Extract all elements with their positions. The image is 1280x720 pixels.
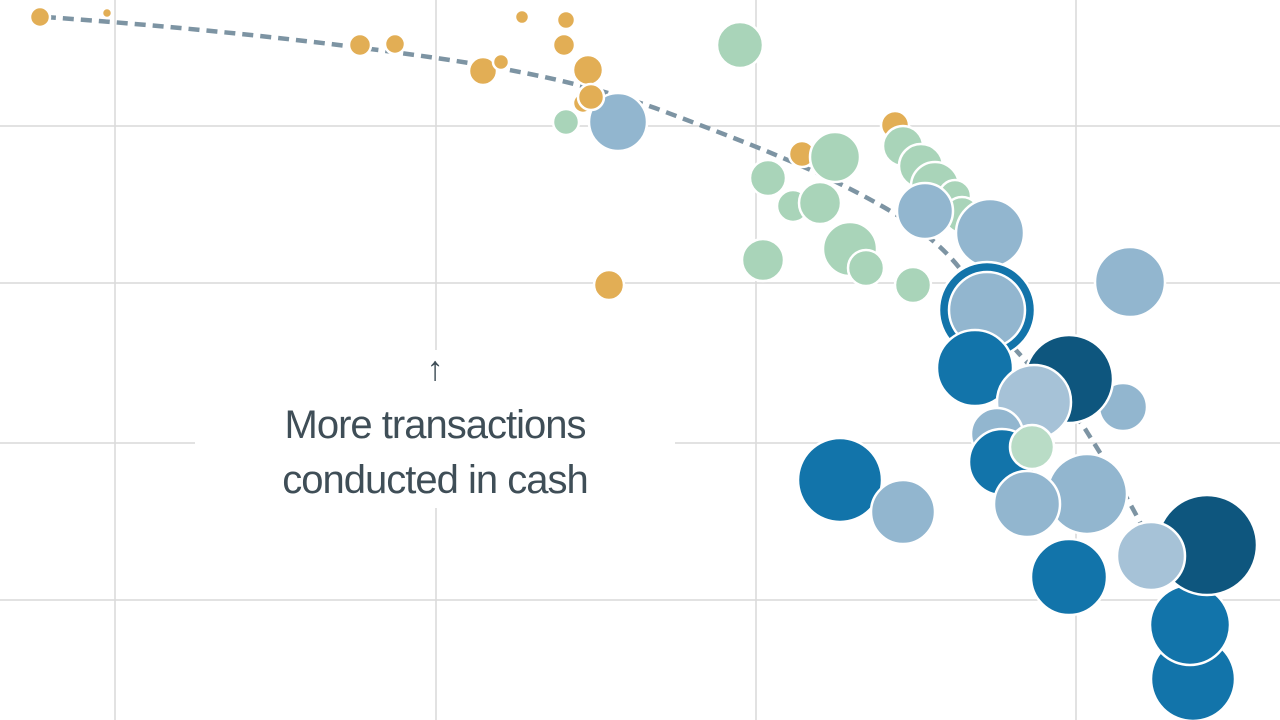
bubble-gold bbox=[551, 32, 577, 58]
bubble-gold bbox=[28, 5, 52, 29]
bubble-steel bbox=[869, 478, 937, 546]
up-arrow-icon: ↑ bbox=[426, 350, 444, 388]
bubble-blue bbox=[1148, 583, 1232, 667]
bubble-gold bbox=[576, 82, 606, 112]
bubble-green bbox=[715, 20, 765, 70]
bubble-gold bbox=[491, 52, 511, 72]
annotation-line-2: conducted in cash bbox=[282, 458, 588, 502]
bubble-green bbox=[846, 248, 886, 288]
bubble-steel bbox=[954, 197, 1026, 269]
bubble-steel bbox=[992, 469, 1062, 539]
bubble-gold bbox=[571, 53, 605, 87]
bubble-steel bbox=[895, 181, 955, 241]
bubble-blue bbox=[935, 328, 1015, 408]
bubble-green bbox=[808, 130, 862, 184]
bubble-green bbox=[748, 158, 788, 198]
bubble-green bbox=[797, 180, 843, 226]
bubble-gold bbox=[383, 32, 407, 56]
annotation-line-1: More transactions bbox=[284, 403, 587, 447]
bubble-gold bbox=[555, 9, 577, 31]
bubble-gold bbox=[592, 268, 626, 302]
bubble-green bbox=[893, 265, 933, 305]
bubble-gold bbox=[347, 32, 373, 58]
bubble-blue bbox=[796, 436, 884, 524]
bubble-green bbox=[551, 107, 581, 137]
bubble-gold bbox=[100, 6, 114, 20]
bubble-gold bbox=[513, 8, 531, 26]
bubble-steel_light bbox=[1115, 520, 1187, 592]
bubble-green bbox=[740, 237, 786, 283]
bubble-gold bbox=[467, 55, 499, 87]
bubble-blue bbox=[1029, 537, 1109, 617]
bubble-steel bbox=[1093, 245, 1167, 319]
bubble-green_light bbox=[1008, 423, 1056, 471]
chart-annotation: ↑ More transactions conducted in cash bbox=[195, 350, 675, 508]
bubble-steel bbox=[587, 91, 649, 153]
